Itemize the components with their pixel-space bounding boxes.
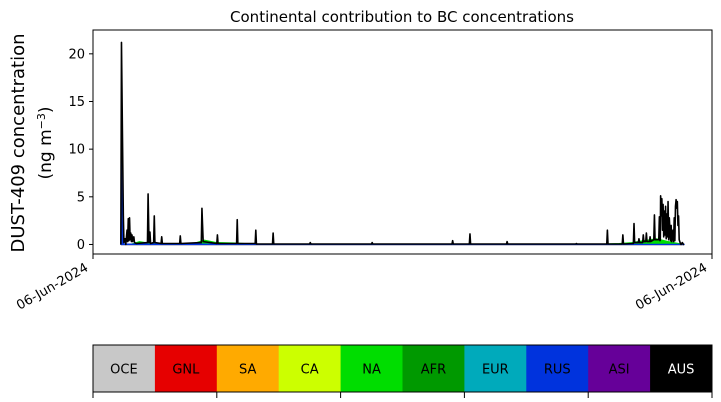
y-tick-label: 20	[68, 47, 85, 62]
y-tick-label: 0	[77, 238, 85, 253]
y-tick-label: 5	[77, 190, 85, 205]
y-axis-unit-open: (ng m	[36, 129, 56, 179]
colorbar-label-sa: SA	[239, 363, 256, 378]
colorbar-label-gnl: GNL	[172, 363, 200, 378]
series-area-rus	[120, 120, 685, 245]
x-tick-label: 06-Jun-2024	[633, 260, 710, 313]
colorbar-label-na: NA	[362, 363, 381, 378]
chart-title: Continental contribution to BC concentra…	[230, 8, 574, 26]
colorbar-label-asi: ASI	[609, 363, 630, 378]
colorbar-label-rus: RUS	[544, 363, 571, 378]
series-line-total	[120, 41, 685, 246]
y-axis-unit: (ng m−3)	[35, 106, 57, 179]
colorbar-swatch-aus	[650, 345, 713, 392]
plot-frame	[92, 29, 713, 255]
colorbar-label-afr: AFR	[421, 363, 446, 378]
x-tick-label: 06-Jun-2024	[14, 260, 91, 313]
y-axis-unit-superscript: −3	[35, 113, 48, 129]
colorbar-swatch-asi	[588, 345, 651, 392]
x-axis-ticks: 06-Jun-2024 06-Jun-2024	[14, 254, 713, 313]
series-area-gnl	[120, 156, 685, 245]
colorbar-swatch-afr	[402, 345, 465, 392]
y-axis-ticks: 0 5 10 15 20	[68, 47, 93, 253]
plot-area	[120, 41, 685, 246]
colorbar-swatch-oce	[93, 345, 156, 392]
region-colorbar: OCE GNL SA CA NA AFR EUR RUS ASI AUS	[92, 344, 713, 398]
colorbar-swatch-eur	[464, 345, 527, 392]
colorbar-label-oce: OCE	[110, 363, 138, 378]
y-axis-label: DUST-409 concentration	[8, 33, 29, 252]
y-axis-label-group: DUST-409 concentration (ng m−3)	[8, 33, 56, 252]
colorbar-label-ca: CA	[301, 363, 319, 378]
colorbar-swatch-sa	[216, 345, 280, 392]
y-tick-label: 10	[68, 143, 85, 158]
colorbar-label-eur: EUR	[482, 363, 509, 378]
colorbar-swatch-ca	[278, 345, 342, 392]
colorbar-swatch-rus	[526, 345, 589, 392]
y-axis-unit-close: )	[36, 106, 56, 113]
colorbar-swatch-gnl	[154, 345, 218, 392]
y-tick-label: 15	[68, 95, 85, 110]
colorbar-frame	[92, 344, 713, 393]
colorbar-label-aus: AUS	[668, 363, 695, 378]
colorbar-swatch-na	[340, 345, 403, 392]
